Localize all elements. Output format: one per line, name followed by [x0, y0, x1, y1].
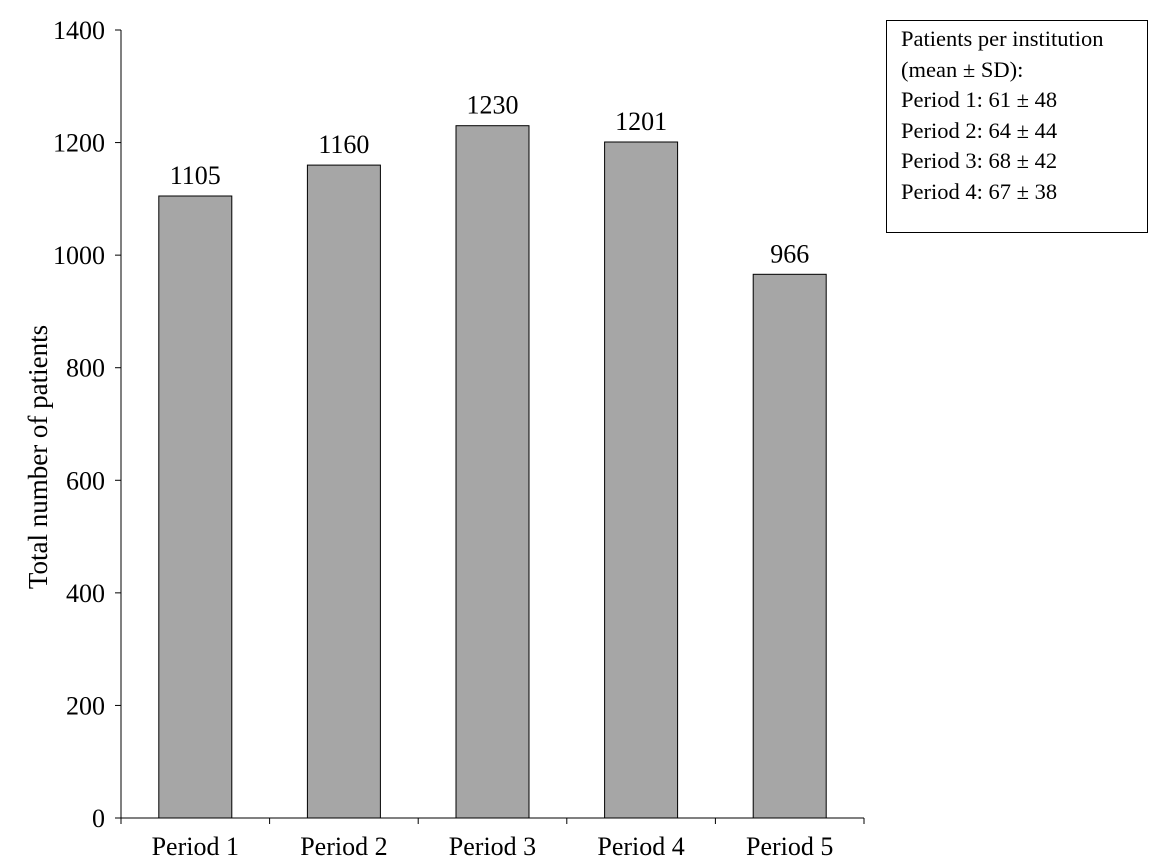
y-tick-label-0: 0 — [92, 804, 105, 833]
y-axis-title: Total number of patients — [23, 325, 53, 589]
y-tick-label-1: 200 — [66, 691, 105, 720]
x-tick-label-3: Period 3 — [449, 832, 536, 861]
annotation-line-period-3: Period 3: 68 ± 42 — [901, 148, 1058, 173]
y-tick-label-7: 1400 — [53, 16, 105, 45]
annotation-line-subheading: (mean ± SD): — [901, 56, 1024, 82]
bar-2 — [306, 164, 381, 819]
annotation-box: Patients per institution (mean ± SD): Pe… — [886, 20, 1148, 233]
x-tick-label-2: Period 2 — [300, 832, 387, 861]
annotation-line-heading: Patients per institution — [901, 26, 1104, 51]
data-label-4: 1201 — [615, 107, 667, 136]
y-tick-label-4: 800 — [66, 354, 105, 383]
annotation-line-period-4: Period 4: 67 ± 38 — [901, 178, 1058, 204]
x-tick-label-1: Period 1 — [152, 832, 239, 861]
data-label-5: 966 — [770, 239, 809, 268]
data-label-1: 1105 — [170, 161, 221, 190]
annotation-line-period-2: Period 2: 64 ± 44 — [901, 117, 1058, 143]
bar-5 — [752, 273, 827, 819]
y-tick-label-3: 600 — [66, 466, 105, 495]
y-tick-label-2: 400 — [66, 579, 105, 608]
annotation-line-period-1: Period 1: 61 ± 48 — [901, 87, 1058, 112]
bar-1 — [158, 195, 233, 819]
bar-4 — [604, 141, 679, 819]
y-tick-label-5: 1000 — [53, 241, 105, 270]
data-label-3: 1230 — [467, 91, 519, 120]
bar-3 — [455, 125, 530, 819]
x-tick-label-4: Period 4 — [597, 832, 684, 861]
data-label-2: 1160 — [318, 130, 369, 159]
x-tick-label-5: Period 5 — [746, 832, 833, 861]
data-labels-layer: 1105 1160 1230 1201 966 — [170, 91, 809, 269]
bars-layer — [158, 125, 827, 819]
y-tick-label-6: 1200 — [53, 129, 105, 158]
axes-layer: Period 1 Period 2 Period 3 Period 4 Period 5… — [53, 16, 865, 861]
